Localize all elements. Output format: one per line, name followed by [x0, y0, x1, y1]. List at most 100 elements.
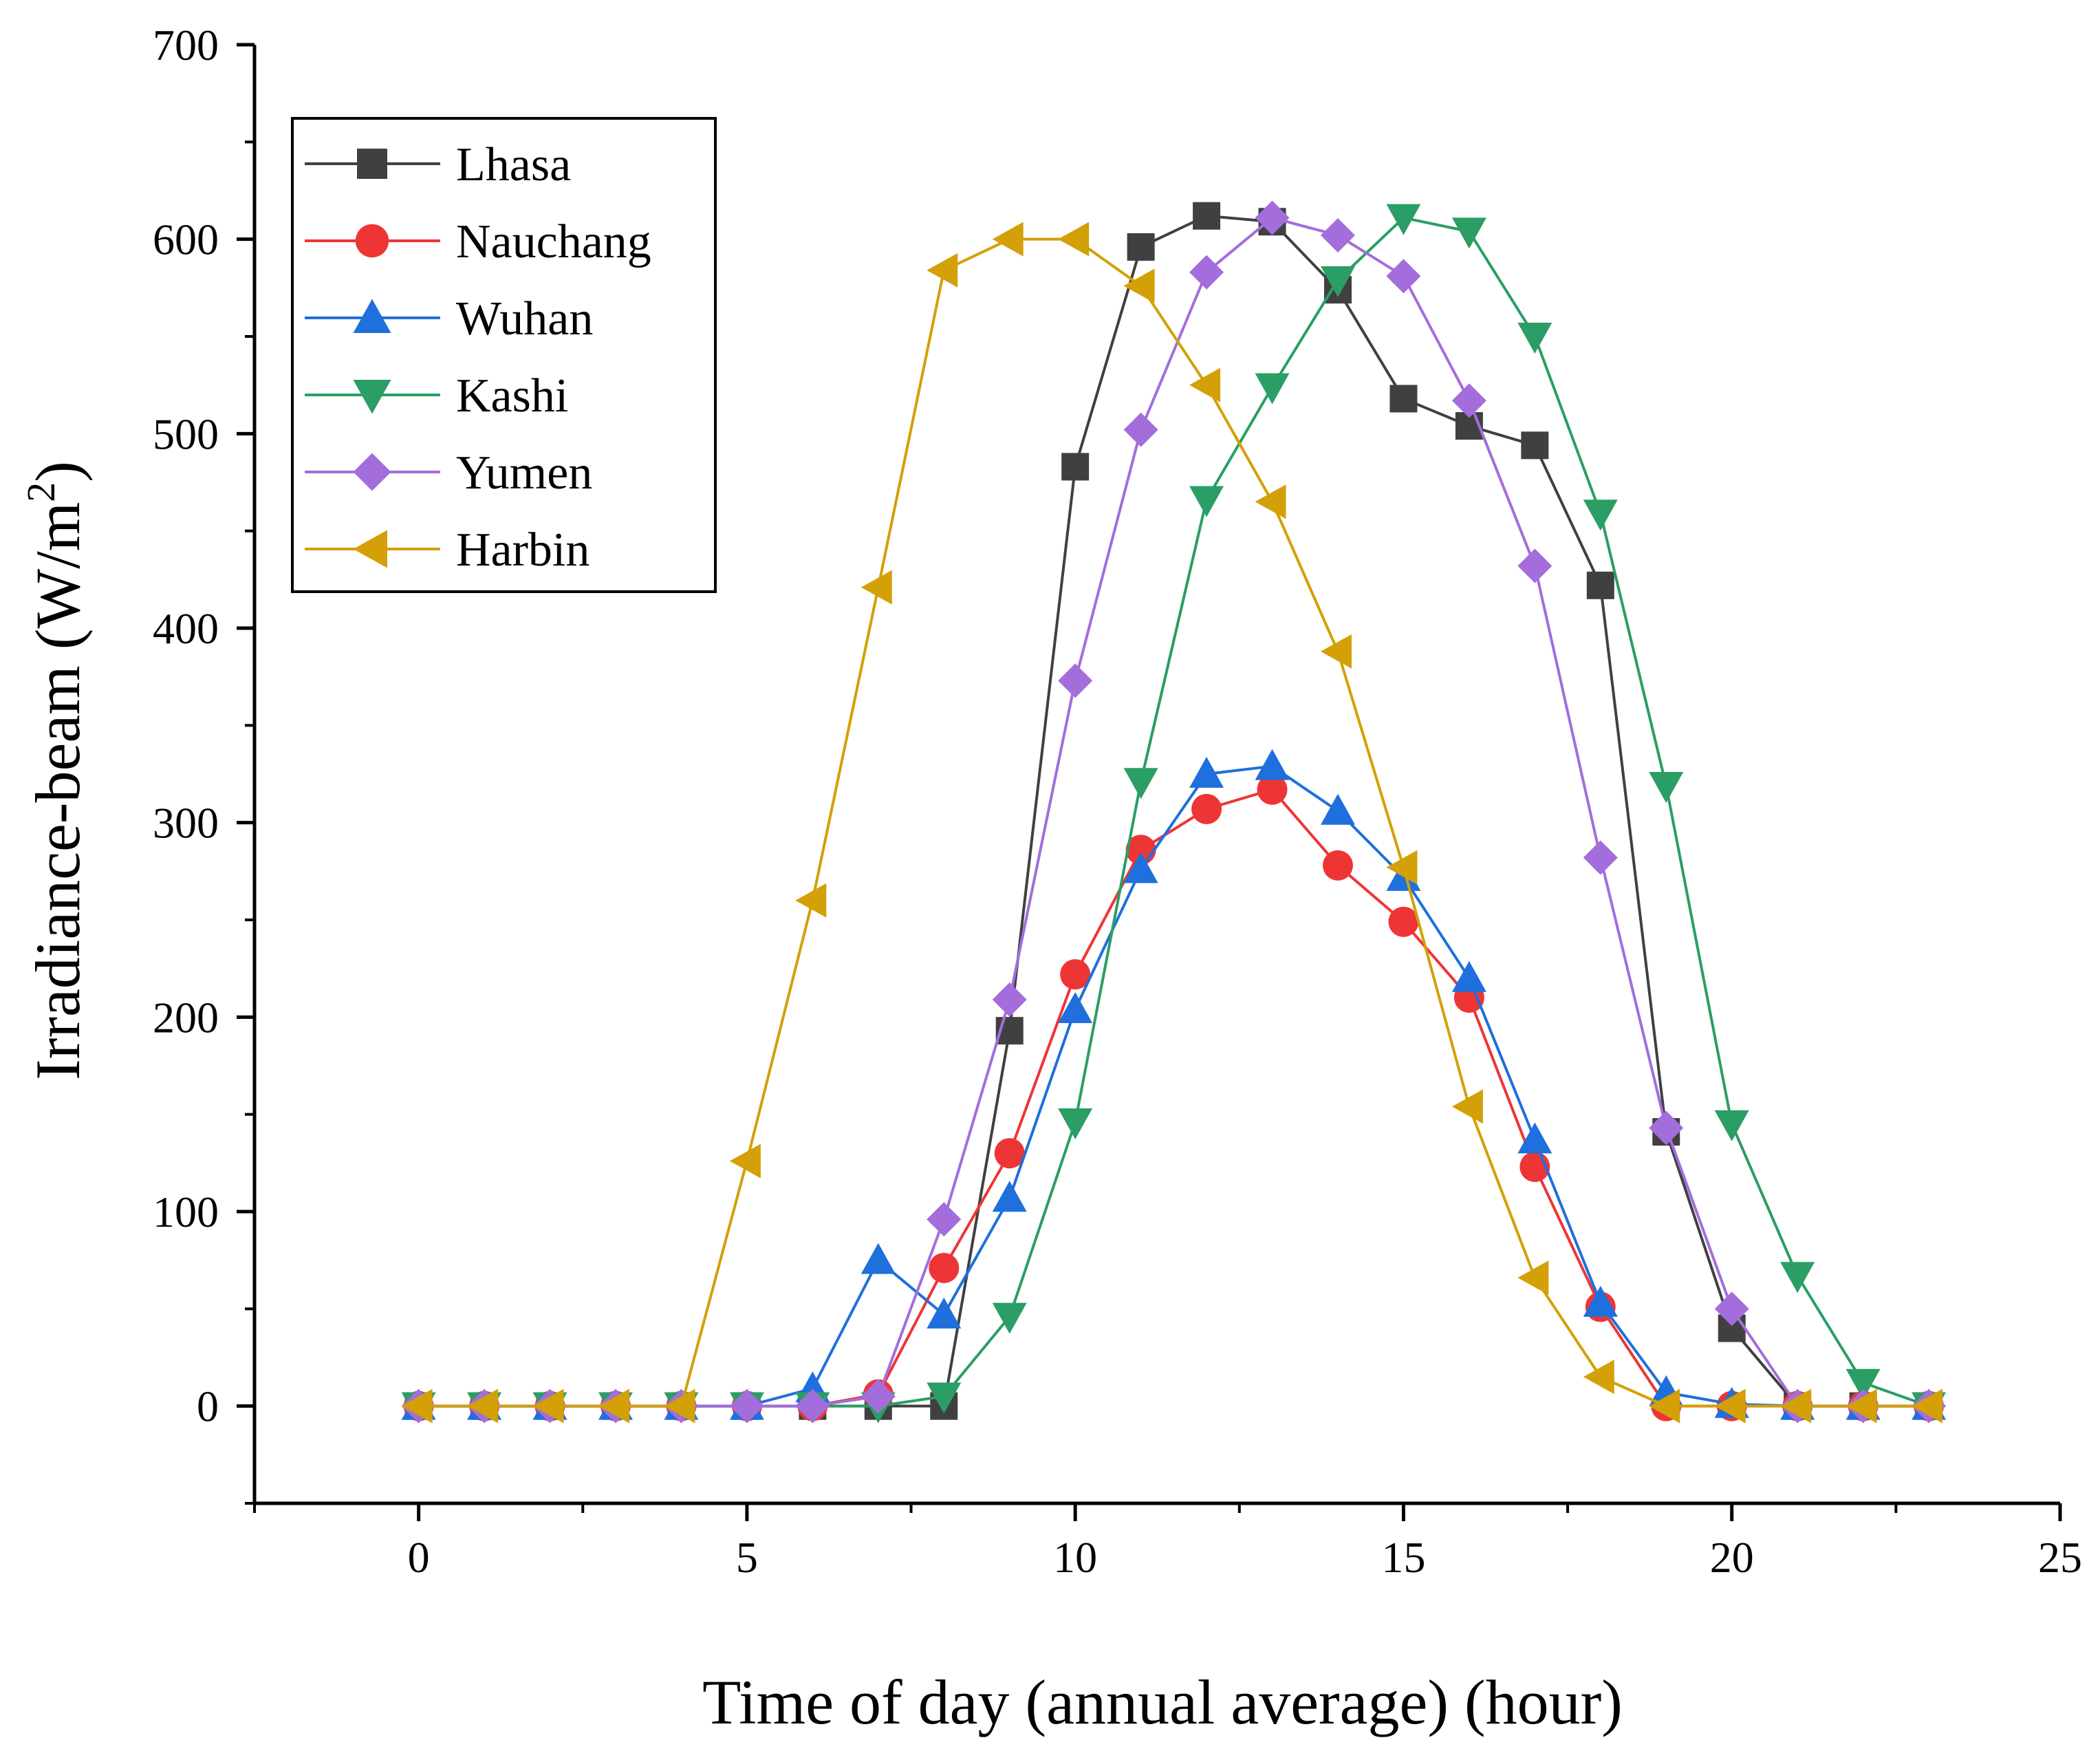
data-point-wuhan — [992, 1181, 1027, 1212]
data-point-harbin — [1780, 1388, 1812, 1424]
data-point-yumen — [1649, 1110, 1684, 1146]
data-point-harbin — [1189, 367, 1221, 402]
data-point-nauchang — [1257, 774, 1288, 805]
data-point-yumen — [992, 982, 1027, 1017]
data-point-nauchang — [1060, 959, 1091, 990]
series-line-nauchang — [418, 788, 1929, 1408]
y-tick-label: 200 — [153, 993, 219, 1042]
series-harbin — [401, 222, 1943, 1424]
data-point-kashi — [1123, 768, 1158, 799]
data-point-wuhan — [1583, 1285, 1618, 1317]
data-point-harbin — [729, 1143, 761, 1179]
series-line-wuhan — [418, 764, 1929, 1408]
data-point-kashi — [1058, 1108, 1093, 1139]
data-point-harbin — [1649, 1388, 1680, 1424]
y-tick-label: 500 — [153, 409, 219, 458]
data-point-lhasa — [1389, 385, 1418, 413]
y-tick-label: 300 — [153, 799, 219, 848]
legend-marker-wuhan — [353, 299, 391, 333]
data-point-nauchang — [1323, 850, 1353, 881]
data-point-kashi — [992, 1302, 1027, 1334]
legend-label-harbin: Harbin — [456, 524, 589, 577]
y-axis-title: Irradiance-beam (W/m2) — [19, 461, 93, 1080]
data-point-harbin — [1912, 1388, 1943, 1424]
data-point-wuhan — [1123, 852, 1158, 883]
data-point-yumen — [1189, 255, 1224, 290]
x-tick-label: 0 — [408, 1533, 430, 1582]
data-point-yumen — [729, 1388, 764, 1424]
data-point-wuhan — [1189, 757, 1224, 788]
x-tick-label: 25 — [2038, 1533, 2082, 1582]
series-layer — [401, 200, 1947, 1424]
data-point-yumen — [1517, 548, 1552, 583]
legend-marker-yumen — [353, 453, 391, 491]
y-axis-title-suffix: ) — [23, 461, 93, 482]
legend-marker-harbin — [353, 530, 387, 568]
data-point-kashi — [1714, 1110, 1749, 1141]
x-tick-label: 15 — [1381, 1533, 1425, 1582]
data-point-yumen — [1321, 218, 1355, 253]
legend: Lhasa Nauchang Wuhan Kashi Yumen Harbin — [291, 117, 717, 593]
data-point-kashi — [1845, 1368, 1881, 1400]
y-axis-title-superscript: 2 — [19, 482, 63, 502]
legend-label-yumen: Yumen — [456, 447, 592, 499]
data-point-yumen — [1123, 412, 1158, 447]
data-point-kashi — [1780, 1262, 1815, 1293]
data-point-harbin — [1058, 222, 1090, 257]
data-point-nauchang — [1191, 793, 1222, 824]
data-point-harbin — [795, 883, 827, 918]
data-point-lhasa — [1586, 571, 1614, 599]
data-point-harbin — [1517, 1260, 1549, 1296]
data-point-harbin — [401, 1388, 433, 1424]
data-point-kashi — [1649, 771, 1684, 803]
data-point-harbin — [1845, 1388, 1877, 1424]
x-tick-label: 5 — [736, 1533, 758, 1582]
legend-box — [291, 117, 717, 593]
data-point-harbin — [927, 253, 958, 288]
data-point-yumen — [795, 1388, 830, 1424]
axis-titles: Time of day (annual average) (hour) Irra… — [19, 461, 1623, 1737]
data-point-yumen — [860, 1379, 896, 1414]
data-point-harbin — [1583, 1360, 1614, 1395]
data-point-lhasa — [1127, 233, 1155, 261]
series-yumen — [401, 200, 1947, 1424]
y-tick-label: 400 — [153, 604, 219, 653]
x-axis-title: Time of day (annual average) (hour) — [702, 1667, 1623, 1737]
data-point-harbin — [1451, 1089, 1483, 1124]
data-point-kashi — [1517, 323, 1552, 354]
data-point-kashi — [1583, 499, 1618, 531]
data-point-kashi — [1321, 266, 1355, 298]
x-tick-label: 10 — [1053, 1533, 1097, 1582]
data-point-yumen — [1255, 200, 1290, 235]
series-nauchang — [403, 774, 1945, 1421]
data-point-harbin — [467, 1388, 499, 1424]
data-point-lhasa — [1521, 431, 1549, 460]
data-point-yumen — [1714, 1291, 1749, 1326]
y-tick-label: 600 — [153, 215, 219, 264]
x-tick-label: 20 — [1710, 1533, 1754, 1582]
y-tick-label: 700 — [153, 21, 219, 69]
legend-label-nauchang: Nauchang — [456, 215, 651, 268]
data-point-wuhan — [1255, 749, 1290, 780]
data-point-harbin — [1321, 634, 1352, 669]
series-wuhan — [401, 749, 1947, 1420]
axes: 0 100 200 300 400 500 600 700 0 5 10 15 20 25 — [153, 21, 2082, 1582]
data-point-kashi — [927, 1382, 962, 1414]
data-point-harbin — [860, 570, 892, 605]
data-point-yumen — [927, 1202, 962, 1237]
data-point-wuhan — [1517, 1122, 1552, 1154]
data-point-lhasa — [1193, 202, 1221, 230]
data-point-wuhan — [1321, 793, 1355, 825]
legend-marker-nauchang — [355, 224, 389, 258]
data-point-wuhan — [860, 1243, 896, 1274]
data-point-kashi — [1189, 486, 1224, 517]
data-point-yumen — [1386, 259, 1421, 294]
legend-label-lhasa: Lhasa — [456, 138, 571, 191]
data-point-yumen — [1451, 383, 1486, 418]
data-point-harbin — [992, 222, 1024, 257]
data-point-harbin — [664, 1388, 695, 1424]
data-point-harbin — [1255, 484, 1286, 519]
data-point-wuhan — [927, 1297, 962, 1329]
data-point-lhasa — [1061, 453, 1090, 481]
